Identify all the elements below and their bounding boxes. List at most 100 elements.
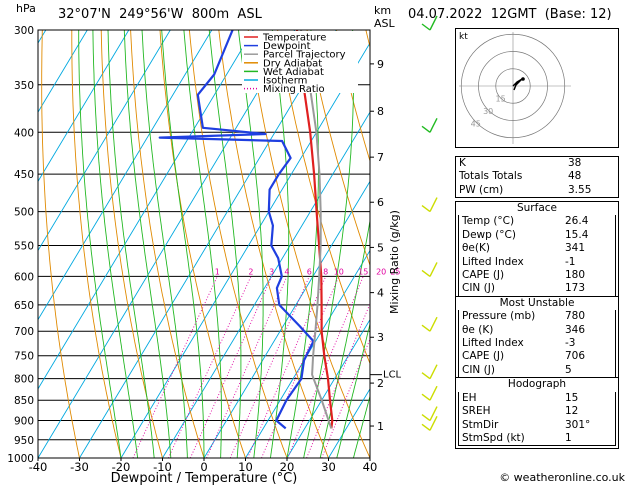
hodograph-stat-value: 1: [565, 431, 572, 444]
wind-barb-staff: [429, 117, 438, 133]
isotherm: [79, 30, 337, 458]
surface-row: Temp (°C) 26.4: [459, 215, 615, 228]
pressure-tick-label: 550: [14, 240, 34, 252]
wind-barb-staff: [429, 197, 438, 212]
copyright: © weatheronline.co.uk: [499, 471, 625, 484]
surface-value: 180: [565, 269, 586, 282]
km-tick-label: 9: [377, 58, 384, 71]
surface-value: 341: [565, 242, 586, 255]
hodograph-ring-label: 15: [495, 94, 505, 103]
mixing-ratio-label: 20: [376, 267, 386, 276]
wet-adiabat: [123, 30, 172, 458]
km-tick-label: 1: [377, 420, 384, 433]
wet-adiabat: [141, 30, 188, 458]
dry-adiabat: [306, 30, 370, 267]
most-unstable-row: Lifted Index -3: [459, 337, 615, 350]
dry-adiabat: [247, 30, 370, 458]
pressure-tick-label: 950: [14, 435, 34, 447]
legend-entry: Mixing Ratio: [263, 84, 325, 95]
most-unstable-value: 346: [565, 323, 586, 336]
pressure-tick-label: 650: [14, 300, 34, 312]
wind-barb-staff: [429, 364, 438, 379]
km-tick-label: 4: [377, 287, 384, 300]
hodograph-ring: [495, 68, 531, 104]
wet-adiabat: [92, 30, 139, 458]
most-unstable-value: 706: [565, 350, 586, 363]
pressure-tick-label: 800: [14, 374, 34, 386]
hodograph-stat-row: SREH 12: [459, 405, 615, 418]
mixing-ratio-line: [132, 276, 218, 458]
isotherm: [38, 30, 88, 114]
km-tick-label: 3: [377, 331, 384, 344]
pressure-tick-label: 750: [14, 351, 34, 363]
tt-label: Totals Totals: [459, 170, 523, 183]
legend-entry: Dry Adiabat: [263, 58, 322, 69]
legend-entry: Parcel Trajectory: [263, 50, 346, 61]
hodograph-stat-label: EH: [462, 391, 477, 404]
isotherm: [38, 30, 171, 252]
x-tick-label: 40: [363, 460, 378, 474]
most-unstable-label: CIN (J): [462, 363, 495, 376]
pressure-tick-label: 1000: [7, 453, 34, 465]
isotherm: [38, 30, 130, 183]
x-tick-label: -40: [29, 460, 48, 474]
legend-entry: Wet Adiabat: [263, 67, 324, 78]
km-tick-label: 6: [377, 196, 384, 209]
wind-barb-staff: [429, 415, 438, 431]
wet-adiabat: [336, 321, 370, 458]
series-temperature: [295, 30, 334, 429]
dry-adiabat: [130, 30, 205, 458]
hodograph-stat-value: 12: [565, 405, 579, 418]
surface-value: 173: [565, 282, 586, 295]
isotherm: [162, 111, 370, 458]
km-tick-label: 7: [377, 151, 384, 164]
surface-row: CAPE (J) 180: [459, 269, 615, 282]
pressure-tick-label: 400: [14, 127, 34, 139]
km-tick-label: 2: [377, 377, 384, 390]
mixing-ratio-label: 6: [307, 267, 312, 276]
hodograph-stat-row: StmDir 301°: [459, 419, 615, 432]
most-unstable-value: 5: [565, 363, 572, 376]
pw-label: PW (cm): [459, 183, 504, 196]
km-tick-label: 5: [377, 241, 384, 254]
wind-barb: [421, 205, 431, 213]
surface-row: θe(K) 341: [459, 242, 615, 255]
surface-label: Dewp (°C): [462, 228, 516, 241]
wind-barb: [421, 413, 431, 422]
mixing-ratio-line: [167, 276, 252, 458]
km-tick-label: 8: [377, 105, 384, 118]
wind-barb-staff: [429, 262, 438, 277]
surface-row: Dewp (°C) 15.4: [459, 229, 615, 242]
pressure-tick-label: 350: [14, 80, 34, 92]
legend-entry: Isotherm: [263, 76, 307, 87]
wind-barb: [421, 23, 431, 31]
mixing-ratio-label: 8: [323, 267, 328, 276]
isotherm: [203, 180, 370, 458]
wet-adiabat: [303, 30, 355, 458]
isotherm: [38, 30, 296, 458]
pressure-tick-label: 500: [14, 207, 34, 219]
x-tick-label: -10: [153, 460, 172, 474]
hodograph-ring-label: 45: [471, 119, 481, 128]
series-parcel-trajectory: [300, 30, 333, 429]
dry-adiabat: [41, 30, 80, 458]
series-dewpoint: [158, 30, 315, 430]
wet-adiabat: [319, 218, 370, 458]
legend-entry: Dewpoint: [263, 41, 311, 52]
surface-row: CIN (J) 173: [459, 282, 615, 295]
hodograph-kt-label: kt: [459, 32, 468, 42]
location-title: 32°07'N 249°56'W 800m ASL: [58, 7, 262, 22]
wet-adiabat: [161, 30, 205, 458]
surface-label: Lifted Index: [462, 255, 524, 268]
mixing-ratio-label: 10: [334, 267, 344, 276]
dry-adiabat: [336, 30, 370, 163]
hodograph-stat-label: StmSpd (kt): [462, 431, 525, 444]
wind-barb-staff: [429, 385, 438, 401]
isotherm: [120, 42, 370, 458]
surface-title: Surface: [516, 202, 557, 214]
wet-adiabat: [352, 394, 370, 458]
k-label: K: [459, 157, 466, 169]
pw-value: 3.55: [568, 183, 592, 196]
wind-barb: [421, 393, 431, 401]
surface-table: Temp (°C) 26.4 Dewp (°C) 15.4 θe(K) 341 Lifted…: [458, 215, 616, 296]
